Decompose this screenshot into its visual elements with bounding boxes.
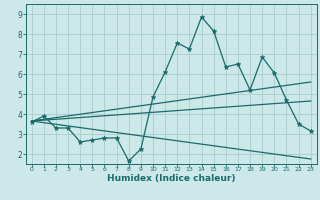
X-axis label: Humidex (Indice chaleur): Humidex (Indice chaleur)	[107, 174, 236, 183]
